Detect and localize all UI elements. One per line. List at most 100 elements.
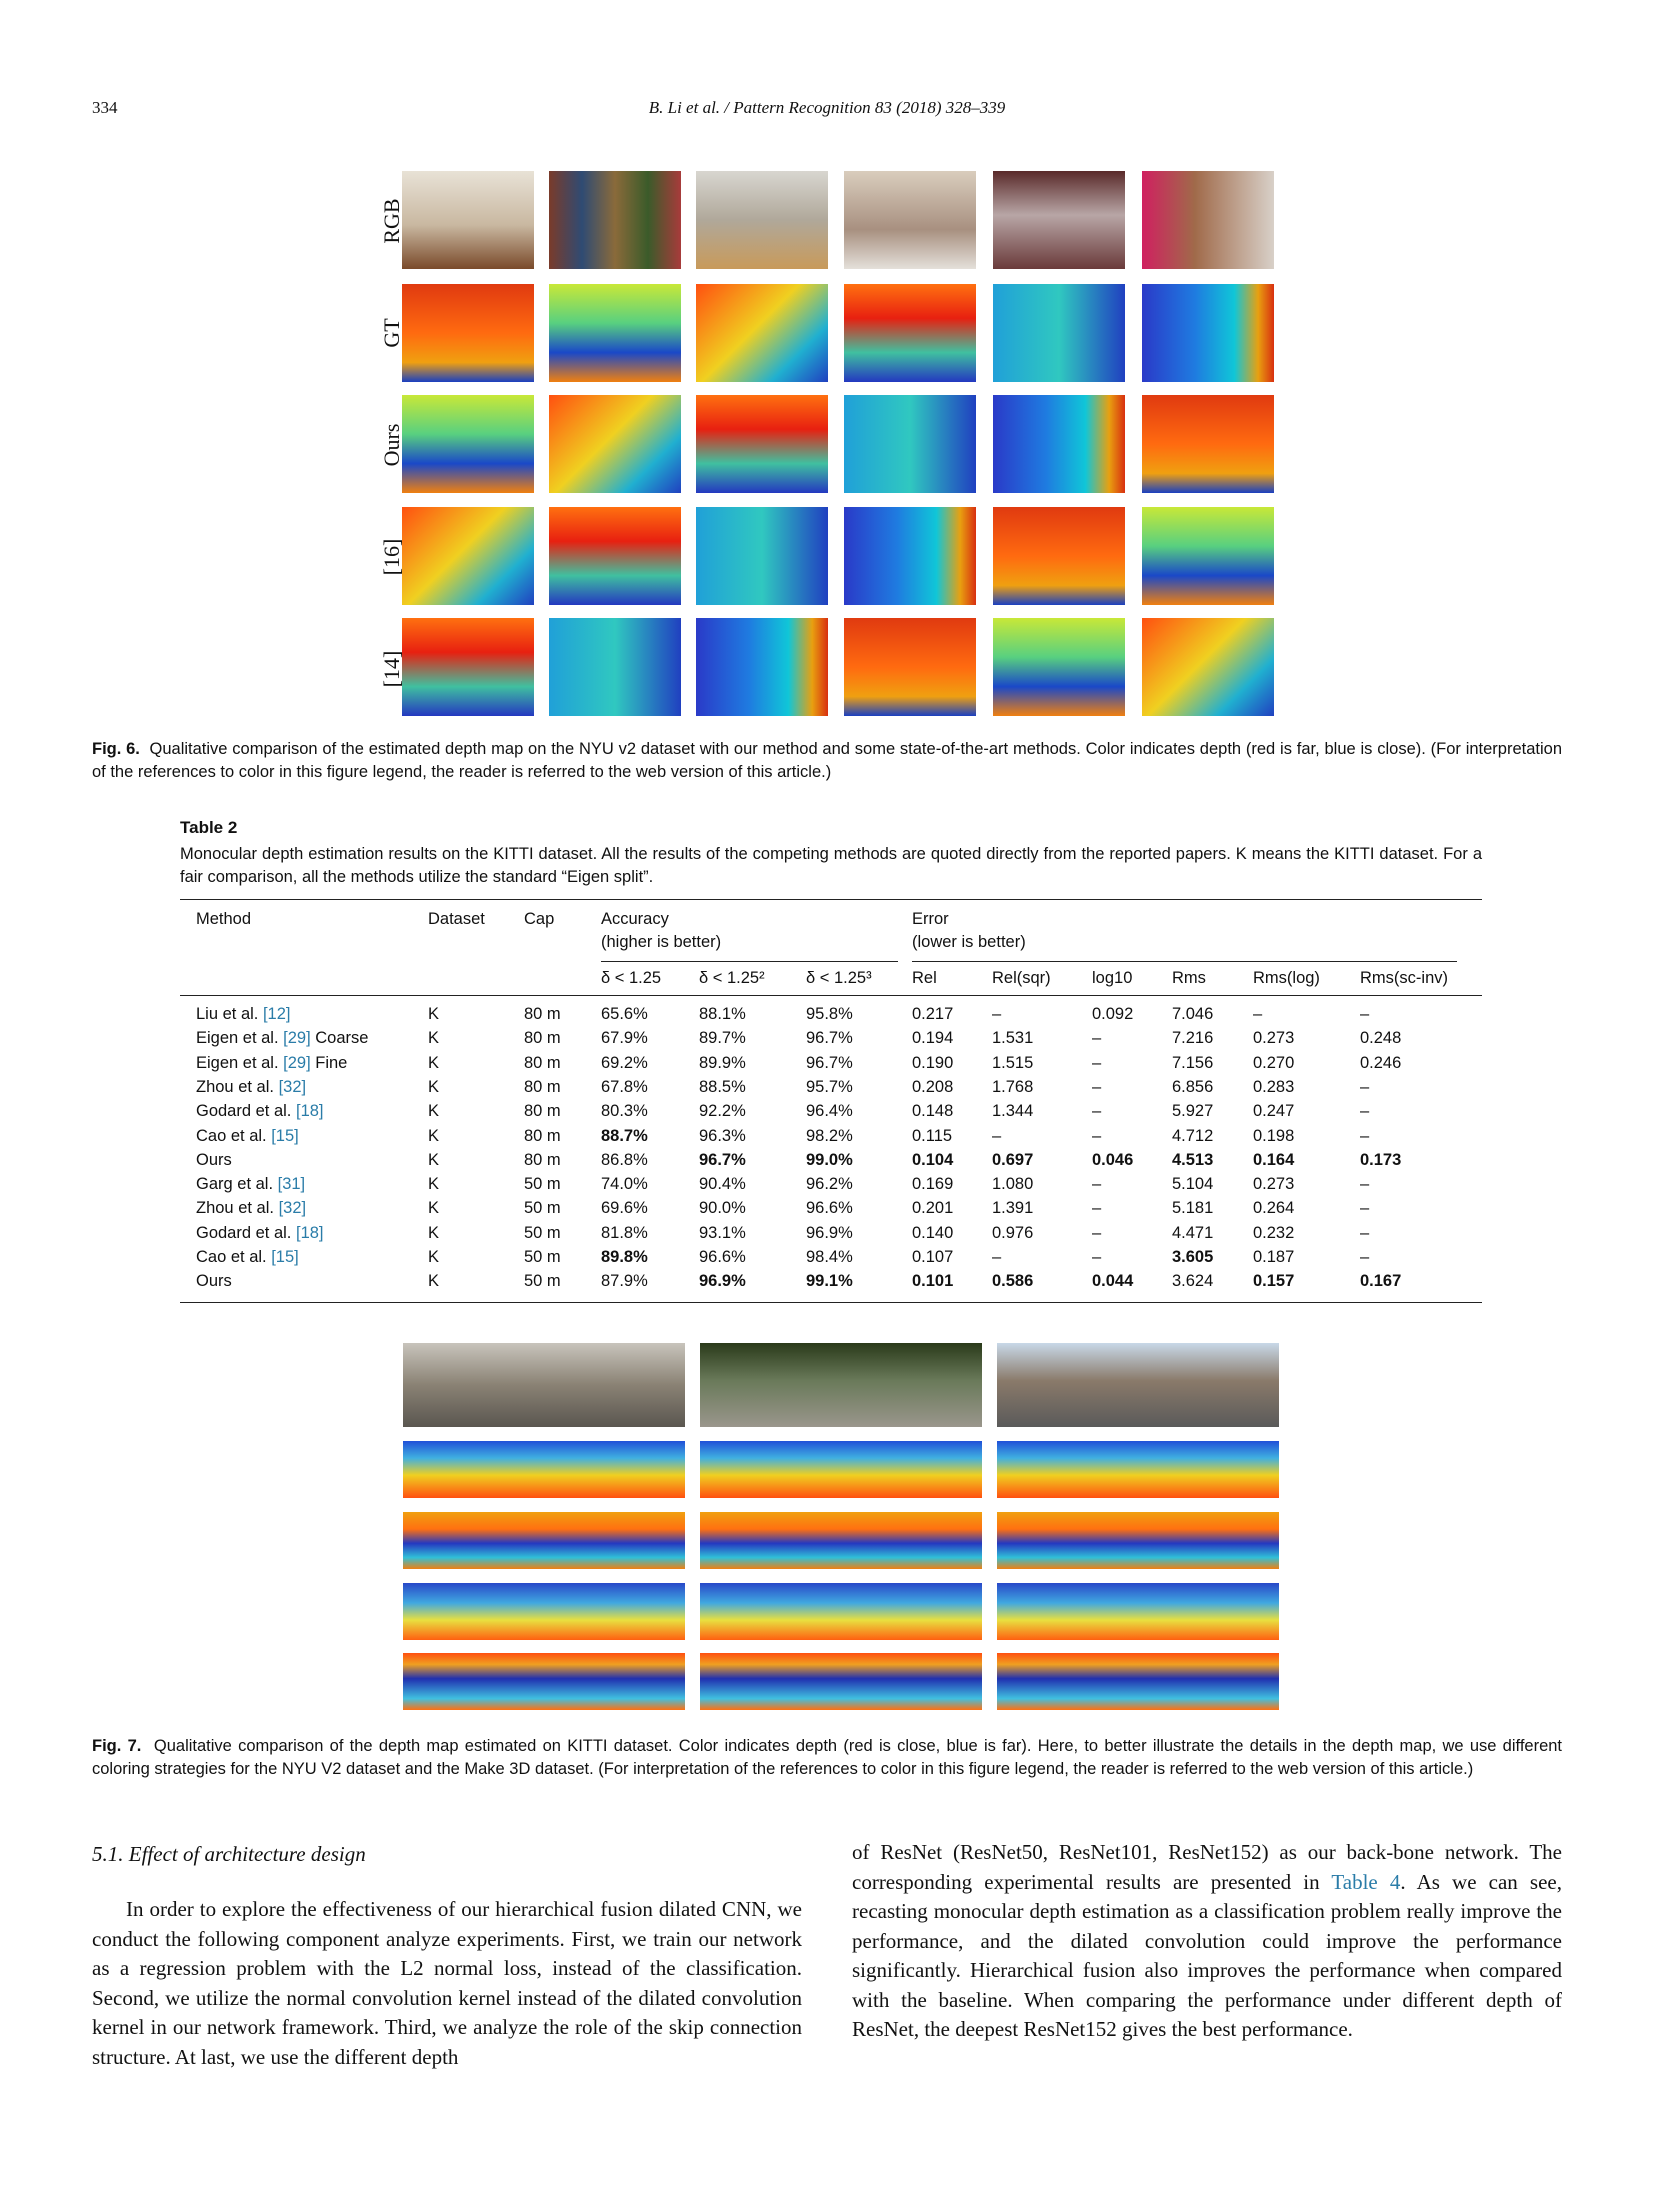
citation-link[interactable]: [29] [283, 1029, 311, 1048]
method-name: Cao et al. [196, 1248, 272, 1266]
sub-header: Rms(sc-inv) [1360, 969, 1448, 987]
citation-link[interactable]: [31] [277, 1175, 306, 1194]
page-number: 334 [92, 98, 118, 117]
value-cell: 0.164 [1253, 1150, 1295, 1169]
table-bottom-rule [180, 1302, 1482, 1304]
value-cell: 0.092 [1092, 1005, 1134, 1023]
kitti-depth-image [997, 1441, 1279, 1498]
fig7-caption-label: Fig. 7. [92, 1737, 142, 1755]
value-cell: 0.697 [992, 1150, 1034, 1169]
value-cell: 96.2% [806, 1175, 853, 1194]
method-cell: Cao et al. [15] [196, 1127, 299, 1146]
method-name: Ours [196, 1150, 232, 1169]
value-cell: 80.3% [601, 1102, 648, 1121]
value-cell: 4.712 [1172, 1126, 1214, 1145]
method-name: Zhou et al. [196, 1199, 279, 1218]
depth-map-image [549, 618, 681, 716]
method-suffix: Coarse [310, 1029, 369, 1048]
value-cell: 6.856 [1172, 1077, 1214, 1096]
rgb-image [1142, 171, 1274, 269]
depth-map-image [402, 618, 534, 716]
value-cell: 95.7% [806, 1077, 853, 1096]
value-cell: 0.264 [1253, 1199, 1295, 1218]
value-cell: 86.8% [601, 1150, 648, 1169]
citation-link[interactable]: [15] [271, 1126, 299, 1145]
citation-link[interactable]: [32] [278, 1199, 307, 1218]
dataset-cell: K [428, 1126, 440, 1145]
citation-link[interactable]: [18] [295, 1102, 324, 1121]
table-top-rule [180, 899, 1482, 901]
depth-map-image [1142, 395, 1274, 493]
value-cell: 0.273 [1253, 1175, 1295, 1194]
value-cell: 1.080 [992, 1175, 1034, 1194]
value-cell: 98.4% [806, 1248, 853, 1266]
method-name: Garg et al. [196, 1175, 278, 1194]
value-cell: – [1360, 1199, 1370, 1218]
citation-link[interactable]: [15] [271, 1248, 299, 1266]
value-cell: 96.4% [806, 1102, 853, 1121]
value-cell: 1.531 [992, 1029, 1034, 1048]
value-cell: 1.344 [992, 1102, 1034, 1121]
citation-link[interactable]: [18] [295, 1223, 324, 1242]
kitti-depth-image [700, 1583, 982, 1640]
value-cell: – [1360, 1102, 1370, 1121]
method-name: Eigen et al. [196, 1053, 284, 1072]
citation-link[interactable]: [29] [283, 1053, 311, 1072]
table-2: Method Dataset Cap Accuracy (higher is b… [180, 899, 1482, 1304]
value-cell: 95.8% [806, 1005, 853, 1023]
rgb-image [549, 171, 681, 269]
sub-header: Rms(log) [1253, 969, 1320, 987]
right-paragraph-text-a: of ResNet (ResNet50, ResNet101, ResNet15… [852, 1840, 1562, 1894]
value-cell: – [1360, 1077, 1370, 1096]
depth-map-image [1142, 284, 1274, 382]
cap-cell: 50 m [524, 1199, 561, 1218]
dataset-cell: K [428, 1199, 440, 1218]
kitti-depth-image [997, 1653, 1279, 1710]
table4-link[interactable]: Table 4 [1331, 1869, 1401, 1894]
header-accuracy: Accuracy [601, 910, 669, 928]
citation-link[interactable]: [12] [262, 1005, 291, 1023]
cap-cell: 80 m [524, 1077, 561, 1096]
method-cell: Eigen et al. [29] Fine [196, 1054, 347, 1073]
value-cell: 0.201 [912, 1199, 954, 1218]
fig6-caption-text: Qualitative comparison of the estimated … [92, 740, 1563, 781]
dataset-cell: K [428, 1005, 440, 1023]
dataset-cell: K [428, 1272, 440, 1291]
kitti-depth-image [700, 1512, 982, 1569]
method-name: Godard et al. [196, 1102, 296, 1121]
value-cell: 0.101 [912, 1272, 954, 1291]
figure-7 [403, 1343, 1279, 1710]
value-cell: – [1360, 1248, 1370, 1266]
method-cell: Liu et al. [12] [196, 1005, 291, 1024]
value-cell: 65.6% [601, 1005, 648, 1023]
dataset-cell: K [428, 1223, 440, 1242]
value-cell: 0.270 [1253, 1053, 1295, 1072]
value-cell: 0.046 [1092, 1150, 1134, 1169]
accuracy-group-rule [601, 961, 898, 963]
value-cell: 0.157 [1253, 1272, 1295, 1291]
value-cell: – [1092, 1029, 1102, 1048]
rgb-image [696, 171, 828, 269]
fig6-caption-label: Fig. 6. [92, 740, 140, 758]
table2-caption: Monocular depth estimation results on th… [180, 845, 1482, 886]
method-name: Ours [196, 1272, 232, 1291]
method-name: Eigen et al. [196, 1029, 284, 1048]
cap-cell: 50 m [524, 1272, 561, 1291]
fig7-caption: Fig. 7. Qualitative comparison of the de… [92, 1735, 1562, 1781]
value-cell: 96.7% [806, 1053, 853, 1072]
depth-map-image [1142, 618, 1274, 716]
citation-link[interactable]: [32] [278, 1077, 307, 1096]
right-paragraph: of ResNet (ResNet50, ResNet101, ResNet15… [852, 1838, 1562, 2045]
depth-map-image [993, 507, 1125, 605]
sub-header: log10 [1092, 969, 1133, 987]
kitti-depth-image [997, 1583, 1279, 1640]
method-name: Cao et al. [196, 1126, 272, 1145]
value-cell: – [1092, 1053, 1102, 1072]
cap-cell: 80 m [524, 1029, 561, 1048]
value-cell: – [992, 1005, 1002, 1023]
header-error-note: (lower is better) [912, 933, 1026, 951]
value-cell: 88.5% [699, 1077, 746, 1096]
value-cell: – [1092, 1102, 1102, 1121]
fig7-caption-text: Qualitative comparison of the depth map … [92, 1737, 1563, 1778]
value-cell: – [1092, 1126, 1102, 1145]
